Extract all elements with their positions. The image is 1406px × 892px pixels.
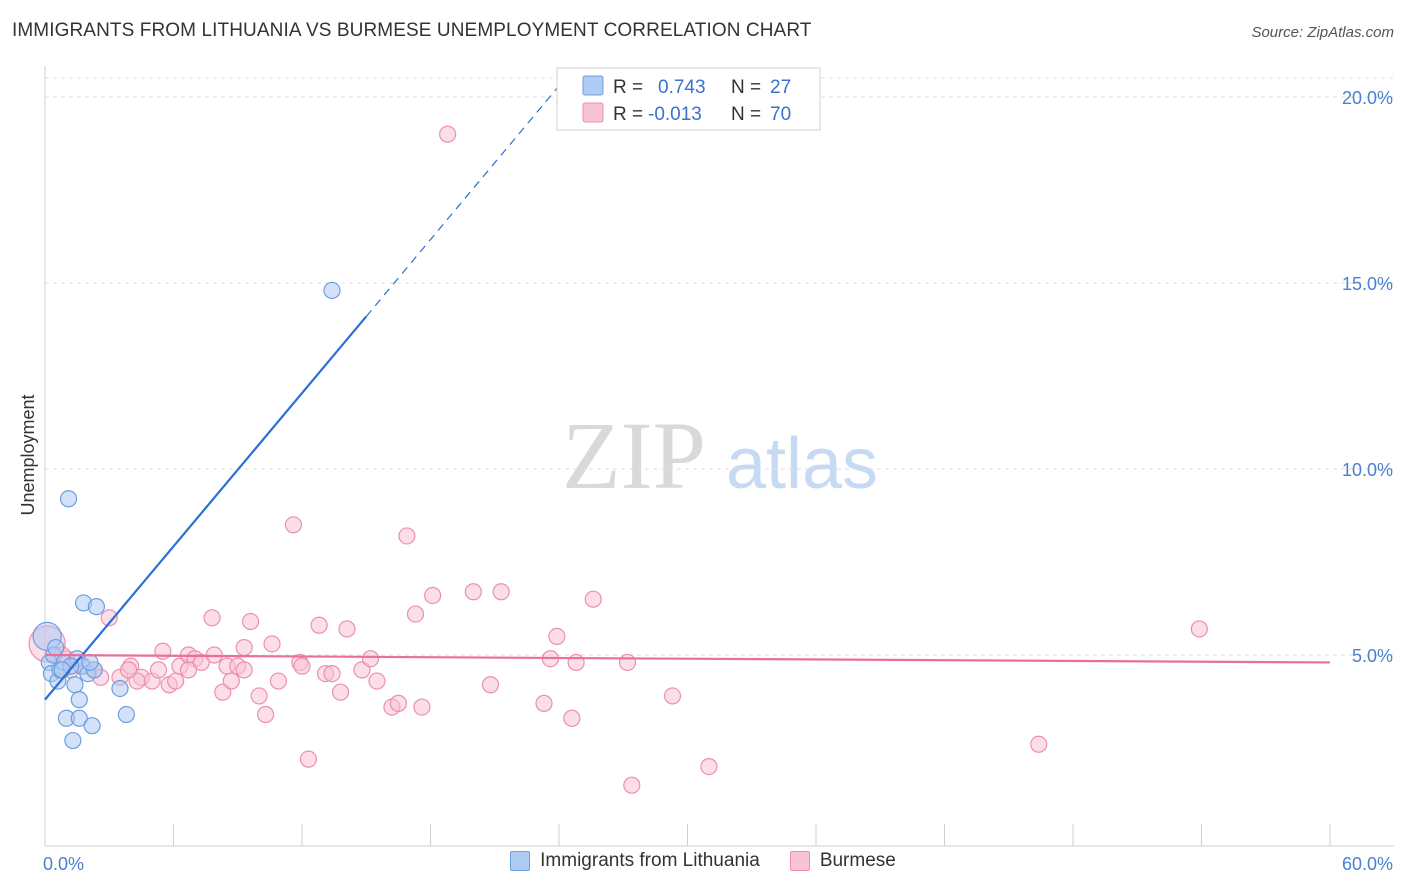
- burmese-point-29: [284, 516, 303, 534]
- bottom-legend-swatch-burmese: [789, 851, 810, 871]
- x-tick-label-min: 0.0%: [43, 854, 84, 874]
- burmese-point-23: [235, 638, 253, 657]
- watermark-zip: ZIP: [562, 402, 706, 509]
- burmese-point-52: [548, 627, 566, 646]
- burmese-point-68: [119, 661, 138, 679]
- burmese-point-41: [389, 694, 407, 712]
- burmese-point-31: [299, 750, 318, 768]
- legend-r-label-1: R =: [613, 77, 643, 98]
- watermark-atlas: atlas: [726, 424, 878, 504]
- y-tick-label-10: 10.0%: [1342, 460, 1393, 480]
- burmese-point-65: [293, 657, 311, 675]
- burmese-point-56: [623, 776, 641, 794]
- bottom-legend-item-lithuania: Immigrants from Lithuania: [510, 850, 760, 872]
- burmese-point-28: [269, 672, 288, 690]
- burmese-point-26: [256, 705, 275, 724]
- chart-title: IMMIGRANTS FROM LITHUANIA VS BURMESE UNE…: [12, 20, 812, 41]
- y-tick-label-5: 5.0%: [1352, 646, 1393, 666]
- burmese-point-17: [203, 609, 221, 627]
- legend-r-value-1: 0.743: [658, 77, 706, 98]
- burmese-point-38: [361, 650, 380, 668]
- burmese-point-4: [100, 609, 118, 627]
- burmese-point-42: [398, 527, 416, 545]
- legend-r-label-2: R =: [613, 104, 643, 125]
- burmese-point-34: [323, 664, 341, 683]
- burmese-point-54: [584, 590, 602, 608]
- burmese-point-43: [406, 605, 425, 623]
- stats-legend: R = 0.743 N = 27 R = -0.013 N = 70: [556, 67, 821, 131]
- source-label: Source: ZipAtlas.com: [1251, 24, 1394, 41]
- burmese-point-60: [1030, 735, 1048, 753]
- lithuania-point-21: [117, 705, 135, 724]
- lithuania-point-25: [323, 281, 341, 300]
- y-tick-label-15: 15.0%: [1342, 274, 1393, 294]
- bottom-legend: Immigrants from Lithuania Burmese: [0, 850, 1406, 872]
- burmese-point-49: [492, 583, 510, 601]
- burmese-point-61: [1190, 620, 1208, 638]
- trend-lines: [44, 85, 1331, 701]
- lithuania-points: [32, 281, 341, 750]
- lithuania-trend-line: [44, 315, 368, 701]
- legend-n-label-2: N =: [731, 104, 761, 125]
- lithuania-point-19: [87, 598, 106, 616]
- bottom-legend-label-burmese: Burmese: [819, 850, 896, 871]
- lithuania-point-26: [47, 638, 65, 657]
- lithuania-point-10: [66, 676, 84, 694]
- x-tick-label-max: 60.0%: [1342, 854, 1393, 874]
- burmese-point-50: [535, 694, 553, 712]
- lithuania-point-9: [64, 731, 82, 750]
- burmese-point-39: [368, 672, 386, 690]
- burmese-point-10: [154, 642, 172, 660]
- gridlines: [45, 77, 1394, 656]
- legend-swatch-lithuania: [582, 75, 604, 96]
- burmese-point-9: [149, 661, 168, 679]
- lithuania-point-8: [59, 490, 78, 508]
- lithuania-point-12: [70, 691, 88, 709]
- lithuania-point-20: [111, 679, 129, 698]
- burmese-point-64: [179, 661, 198, 679]
- axes: [44, 66, 1394, 847]
- burmese-point-35: [331, 683, 350, 701]
- bottom-legend-item-burmese: Burmese: [789, 850, 896, 872]
- lithuania-point-13: [70, 709, 88, 727]
- burmese-point-24: [242, 612, 260, 631]
- burmese-point-12: [167, 672, 185, 690]
- y-tick-label-20: 20.0%: [1342, 88, 1393, 108]
- burmese-point-58: [663, 687, 682, 705]
- burmese-point-47: [464, 583, 482, 601]
- burmese-point-46: [439, 125, 457, 143]
- burmese-point-48: [481, 676, 500, 694]
- burmese-point-45: [424, 586, 442, 605]
- burmese-point-21: [222, 672, 240, 690]
- bottom-legend-label-lithuania: Immigrants from Lithuania: [540, 850, 760, 871]
- y-axis-label: Unemployment: [18, 394, 38, 515]
- legend-swatch-burmese: [582, 102, 604, 123]
- burmese-point-59: [700, 757, 718, 776]
- lithuania-point-17: [83, 717, 101, 735]
- burmese-point-27: [263, 635, 281, 653]
- burmese-point-66: [235, 661, 253, 679]
- burmese-point-55: [567, 653, 585, 672]
- burmese-point-53: [563, 709, 581, 727]
- burmese-point-36: [338, 620, 356, 638]
- legend-n-label-1: N =: [731, 77, 761, 98]
- burmese-point-44: [413, 698, 431, 716]
- burmese-point-25: [250, 687, 268, 705]
- burmese-point-32: [310, 616, 328, 634]
- burmese-point-16: [192, 653, 210, 672]
- tick-labels: 5.0% 10.0% 15.0% 20.0% 0.0% 60.0%: [43, 88, 1393, 874]
- burmese-point-57: [618, 653, 637, 672]
- bottom-legend-swatch-lithuania: [510, 851, 531, 871]
- lithuania-point-22: [81, 653, 99, 672]
- lithuania-point-24: [53, 661, 71, 679]
- legend-n-value-1: 27: [770, 77, 791, 98]
- legend-n-value-2: 70: [770, 104, 791, 125]
- legend-r-value-2: -0.013: [648, 104, 702, 125]
- burmese-trend-line: [44, 653, 1331, 664]
- lithuania-trend-extension: [365, 85, 560, 317]
